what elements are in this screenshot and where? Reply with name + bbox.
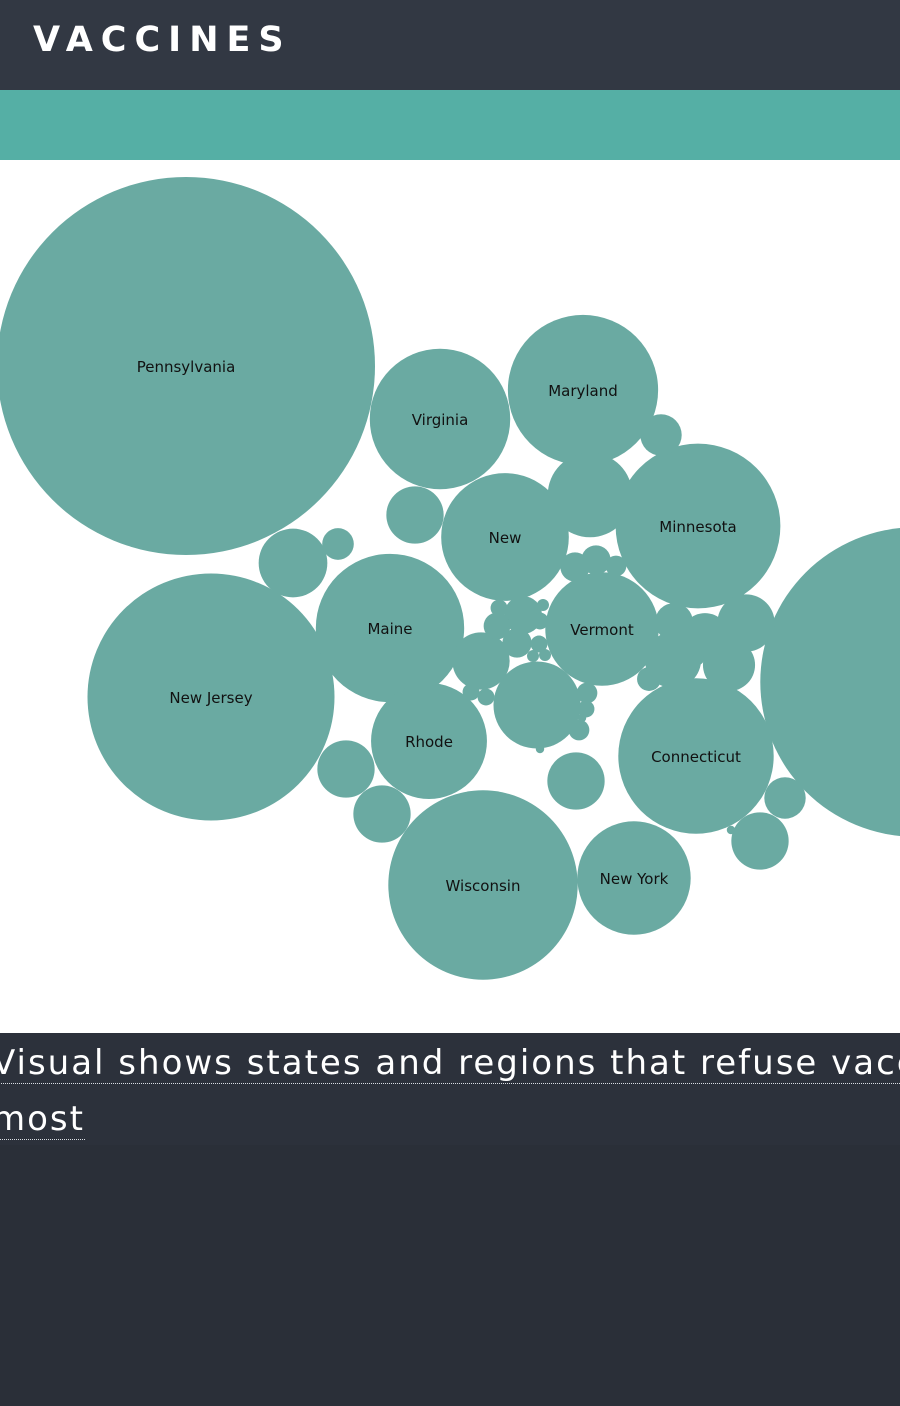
page-title: VACCINES	[33, 20, 292, 60]
bubble-connecticut[interactable]	[618, 678, 774, 834]
bubble[interactable]	[577, 700, 595, 718]
bubble[interactable]	[493, 661, 581, 749]
bubble[interactable]	[764, 777, 806, 819]
bubble[interactable]	[317, 740, 375, 798]
bubble[interactable]	[692, 653, 704, 665]
bubble[interactable]	[322, 528, 354, 560]
bubble[interactable]	[560, 552, 590, 582]
bubble-label: Wisconsin	[446, 877, 521, 895]
bubble-label: Virginia	[412, 411, 469, 429]
caption-text-2[interactable]: most	[0, 1099, 85, 1140]
bubble-new[interactable]	[441, 473, 569, 601]
bubble-vermont[interactable]	[545, 572, 659, 686]
bubble-new-york[interactable]	[577, 821, 691, 935]
bubble[interactable]	[637, 667, 661, 691]
bubble-maine[interactable]	[315, 553, 465, 703]
bubble[interactable]	[483, 612, 511, 640]
bubble[interactable]	[531, 612, 549, 630]
bubble[interactable]	[605, 555, 627, 577]
bubble[interactable]	[258, 528, 328, 598]
bubble-label: Minnesota	[659, 518, 736, 536]
footer-area	[0, 1145, 900, 1406]
bubble-label: New	[489, 529, 522, 547]
bubble-label: Pennsylvania	[137, 358, 236, 376]
caption-line-1[interactable]: Visual shows states and regions that ref…	[0, 1043, 900, 1084]
bubble[interactable]	[386, 486, 444, 544]
bubble-maryland[interactable]	[507, 314, 659, 466]
bubble-new[interactable]	[760, 527, 900, 836]
bubble-wisconsin[interactable]	[388, 790, 578, 980]
bubble-new-jersey[interactable]	[87, 573, 335, 821]
bubble[interactable]	[655, 603, 693, 641]
bubble[interactable]	[535, 744, 545, 754]
bubble-label: Maryland	[548, 382, 618, 400]
bubble[interactable]	[452, 632, 510, 690]
bubble-chart: Pennsylvania New New Jersey Wisconsin Minnes…	[0, 160, 900, 1033]
header-bar: VACCINES	[0, 0, 900, 90]
bubble[interactable]	[547, 752, 605, 810]
bubble-rhode[interactable]	[371, 683, 487, 799]
caption-box: Visual shows states and regions that ref…	[0, 1033, 900, 1145]
bubble-chart-svg: Pennsylvania New New Jersey Wisconsin Minnes…	[0, 177, 900, 980]
bubble[interactable]	[477, 688, 495, 706]
bubble[interactable]	[527, 650, 539, 662]
bubble-minnesota[interactable]	[615, 443, 781, 609]
bubble-virginia[interactable]	[369, 348, 511, 490]
bubble[interactable]	[539, 649, 551, 661]
bubble-label: New	[899, 674, 900, 692]
caption-text-1[interactable]: Visual shows states and regions that ref…	[0, 1043, 900, 1084]
bubble-label: Rhode	[405, 733, 453, 751]
bubble[interactable]	[530, 635, 548, 653]
accent-band	[0, 90, 900, 160]
bubble[interactable]	[462, 683, 480, 701]
bubble[interactable]	[537, 599, 549, 611]
caption-line-2[interactable]: most	[0, 1099, 85, 1140]
bubble[interactable]	[726, 825, 736, 835]
bubble-label: Connecticut	[651, 748, 741, 766]
bubble[interactable]	[640, 414, 682, 456]
bubble[interactable]	[502, 628, 532, 658]
bubble[interactable]	[577, 713, 587, 723]
bubble[interactable]	[568, 719, 590, 741]
bubble[interactable]	[353, 785, 411, 843]
bubble-label: New York	[600, 870, 669, 888]
bubble[interactable]	[681, 613, 729, 661]
bubble-label: Vermont	[570, 621, 634, 639]
bubble-label: New Jersey	[169, 689, 252, 707]
bubble[interactable]	[731, 812, 789, 870]
bubble[interactable]	[490, 599, 508, 617]
bubble[interactable]	[547, 452, 633, 538]
bubble-label: Maine	[367, 620, 412, 638]
bubble[interactable]	[576, 682, 598, 704]
bubble[interactable]	[717, 594, 775, 652]
bubble-pennsylvania[interactable]	[0, 177, 375, 555]
